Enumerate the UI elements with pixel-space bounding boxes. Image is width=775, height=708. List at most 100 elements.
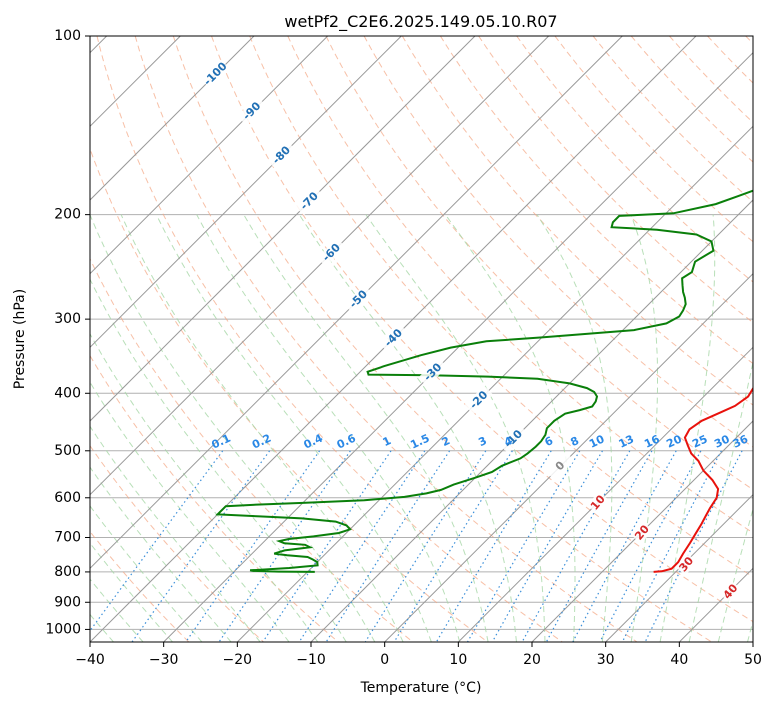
y-tick-label: 1000: [45, 621, 81, 637]
moist-label-bg: [631, 521, 653, 544]
mixing-ratio-label: 25: [690, 433, 709, 451]
isotherm-line: [90, 36, 402, 349]
moist-adiabat: [90, 381, 290, 642]
isotherm-label-bg: [237, 96, 267, 126]
x-tick-label: 20: [523, 652, 541, 668]
mixing-ratio-line: [466, 450, 581, 642]
mixing-ratio-line: [131, 450, 271, 642]
dry-adiabat: [211, 36, 753, 623]
isotherm-line: [90, 36, 476, 422]
isotherm-line: [163, 51, 753, 642]
chart-title: wetPf2_C2E6.2025.149.05.10.R07: [284, 12, 557, 32]
isotherm-label-bg: [200, 59, 230, 89]
plot-area: -100-90-80-70-60-50-40-30-20-1000.1 0.2 0.…: [90, 36, 753, 642]
y-tick-label: 700: [54, 530, 81, 546]
moist-label-bg: [719, 580, 742, 603]
y-axis: 100 200 300 400 500 600 700 800 900 1000: [45, 28, 90, 637]
mixing-ratio-label: 30: [712, 432, 732, 450]
isotherm-line: [90, 36, 329, 275]
isotherm-line: [90, 36, 623, 570]
isotherm-label-bg: [464, 385, 494, 415]
mixing-ratio-line: [491, 450, 604, 642]
mixing-ratio-line: [325, 450, 451, 642]
plot-frame: [89, 35, 754, 643]
dry-adiabat: [172, 36, 712, 642]
x-tick-label: −40: [75, 652, 105, 668]
y-tick-label: 300: [54, 311, 81, 327]
x-axis: −40 −30 −20 −10 0 10 20 30 40 50: [75, 642, 762, 668]
isotherm-line: [236, 125, 753, 642]
mixing-ratio-line: [545, 450, 653, 642]
isotherm-line: [457, 346, 753, 642]
isotherm-label-bg: [378, 323, 408, 353]
mixing-ratio-line: [90, 450, 224, 632]
moist-adiabat: [90, 425, 261, 642]
dry-adiabat: [325, 36, 753, 491]
isotherm-label: 0: [545, 451, 575, 481]
dry-adiabat: [90, 257, 414, 642]
isotherm-label-bg: [316, 238, 346, 268]
isotherm-label-bg: [418, 357, 448, 387]
isotherm-line: [605, 493, 753, 642]
moist-label-bg: [675, 553, 698, 576]
isotherm-line: [384, 272, 753, 642]
y-tick-label: 100: [54, 28, 81, 44]
dewpoint-profile: [215, 189, 753, 573]
isotherm-line: [90, 36, 550, 496]
moist-adiabat: [659, 214, 716, 642]
mixing-ratio-label: 13: [617, 433, 636, 451]
moist-adiabat: [298, 214, 517, 642]
isotherm-label-bg: [294, 186, 324, 216]
y-tick-label: 600: [54, 490, 81, 506]
moist-adiabat: [90, 214, 376, 642]
moist-adiabat: [120, 214, 404, 642]
isotherm-line: [531, 420, 753, 642]
moist-adiabat: [90, 466, 232, 642]
dry-adiabat: [134, 36, 638, 642]
x-tick-label: 0: [380, 652, 389, 668]
mixing-ratio-line: [621, 450, 722, 642]
moist-adiabat: [90, 332, 319, 642]
x-tick-label: 40: [670, 652, 688, 668]
y-tick-label: 200: [54, 207, 81, 223]
x-tick-label: −30: [149, 652, 179, 668]
dry-adiabat: [592, 36, 753, 203]
x-tick-label: 10: [449, 652, 467, 668]
dry-adiabat: [90, 444, 264, 642]
isotherm-label-bg: [266, 140, 296, 170]
isotherm-label-bg: [343, 284, 373, 314]
moist-adiabat: [445, 214, 576, 642]
moist-label-bg: [587, 491, 609, 514]
isotherm-label-bg: [498, 424, 528, 454]
mixing-ratio-label: 10: [587, 432, 607, 450]
dry-adiabat: [249, 36, 753, 578]
dry-adiabat: [287, 36, 753, 534]
mixing-ratio-line: [364, 450, 487, 642]
isotherm-line: [310, 199, 753, 642]
mixing-ratio-line: [435, 450, 552, 642]
mixing-ratio-line: [521, 450, 631, 642]
moist-adiabat: [90, 505, 203, 642]
dry-adiabat: [90, 354, 339, 642]
dry-adiabat: [401, 36, 753, 406]
mixing-ratio-line: [572, 450, 677, 642]
y-tick-label: 800: [54, 564, 81, 580]
dry-adiabat: [96, 36, 563, 642]
dry-adiabat: [554, 36, 753, 243]
moist-adiabat: [365, 214, 546, 642]
x-tick-label: 30: [597, 652, 615, 668]
x-tick-label: 50: [744, 652, 762, 668]
moist-adiabat: [536, 214, 613, 642]
mixing-ratio-label: 36: [731, 432, 751, 450]
mixing-ratio-label: 16: [642, 432, 662, 450]
moist-adiabat: [90, 578, 144, 642]
y-axis-title: Pressure (hPa): [12, 289, 28, 389]
x-tick-label: −20: [223, 652, 253, 668]
isotherm-label-bg: [545, 451, 575, 481]
moist-adiabat: [155, 214, 432, 642]
mixing-ratio-label: 20: [664, 432, 684, 450]
moist-adiabat: [196, 214, 461, 642]
moist-adiabat: [243, 214, 489, 642]
